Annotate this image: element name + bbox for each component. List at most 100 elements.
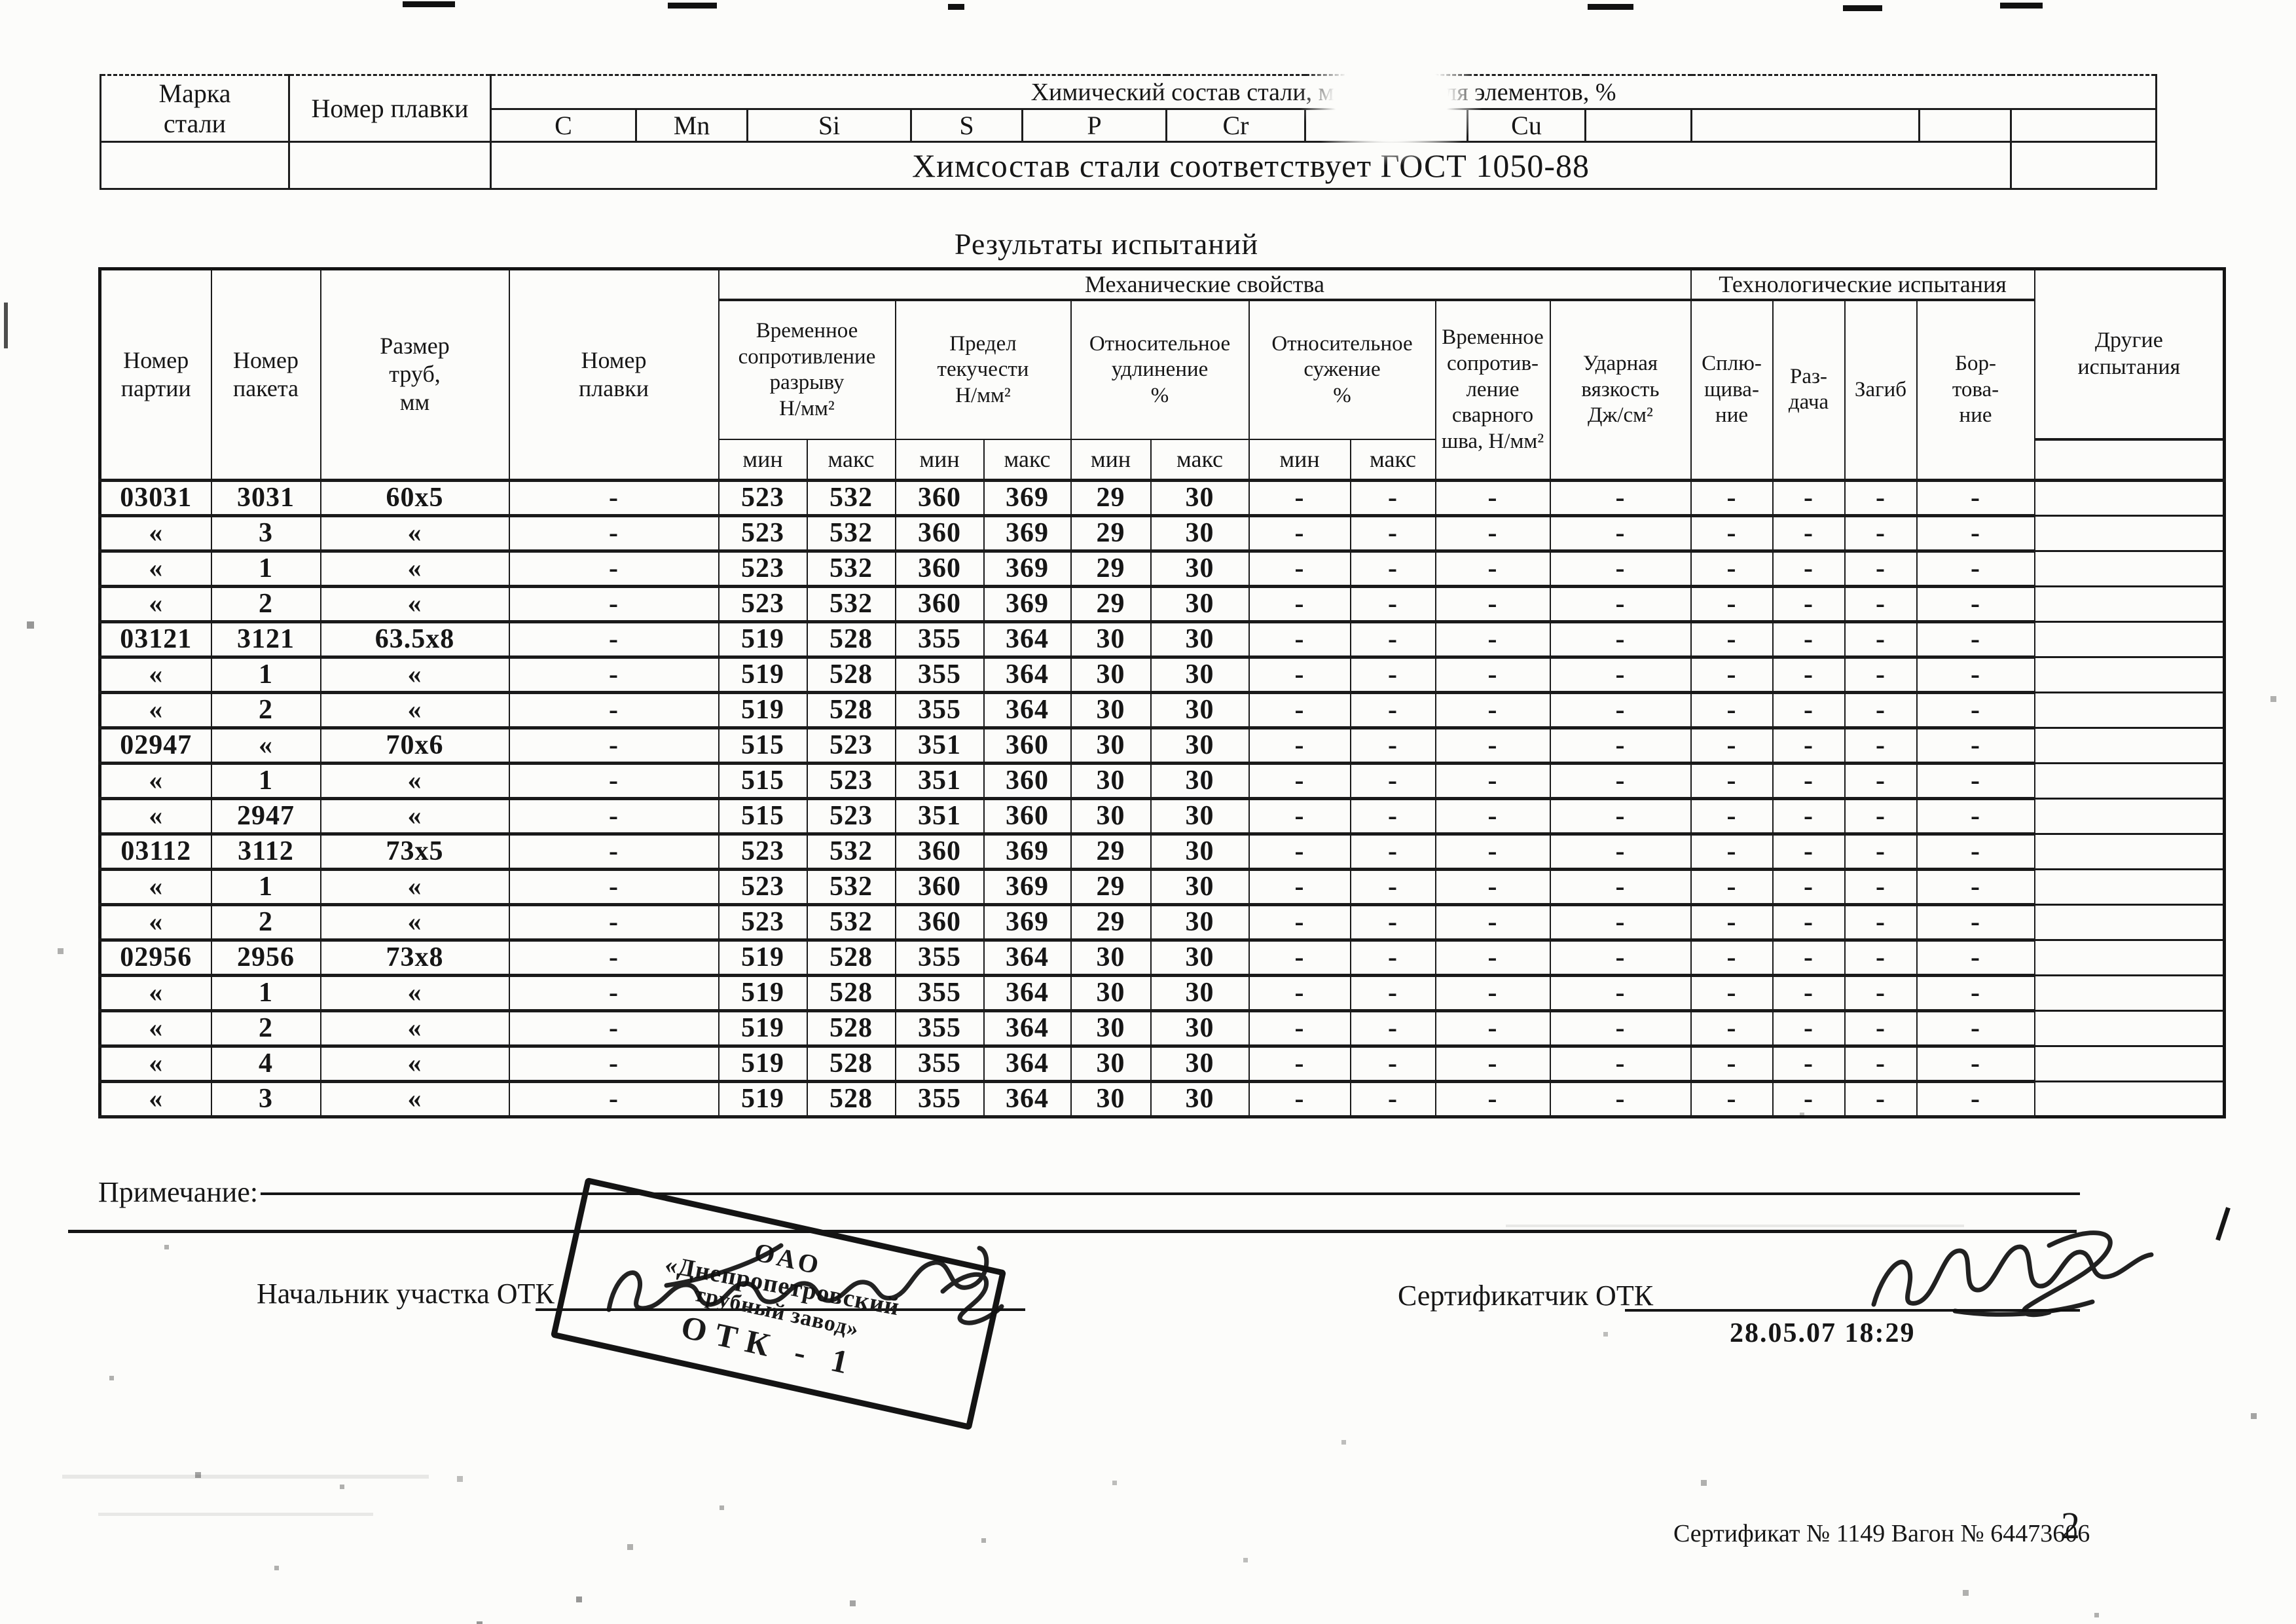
element-S: S: [910, 108, 1023, 143]
result-cell: 30: [1070, 726, 1152, 765]
empty-subheader: [2033, 439, 2225, 482]
result-cell: 02956: [99, 938, 212, 977]
result-cell: -: [1916, 690, 2035, 729]
result-cell: -: [1916, 619, 2035, 659]
result-cell: 364: [983, 1079, 1072, 1118]
result-cell: -: [1349, 938, 1436, 977]
result-cell: -: [1844, 1079, 1918, 1118]
result-cell: -: [1248, 513, 1351, 553]
result-cell: -: [1916, 726, 2035, 765]
result-cell: -: [1549, 938, 1692, 977]
result-cell: «: [99, 973, 212, 1012]
result-cell: «: [319, 513, 510, 553]
result-cell: -: [1772, 726, 1846, 765]
result-cell: 30: [1070, 655, 1152, 694]
result-cell: -: [1916, 761, 2035, 800]
result-cell: -: [1349, 549, 1436, 588]
result-cell: 03112: [99, 832, 212, 871]
result-cell: -: [1549, 902, 1692, 942]
result-cell: 2947: [210, 796, 321, 836]
result-cell: -: [508, 726, 720, 765]
result-cell: -: [1690, 761, 1774, 800]
result-cell: 369: [983, 902, 1072, 942]
scan-artifact: [948, 4, 964, 10]
result-cell: «: [319, 796, 510, 836]
result-cell: 2: [210, 902, 321, 942]
col-yield-header: Предел текучести Н/мм²: [894, 299, 1072, 441]
result-cell: -: [1349, 761, 1436, 800]
result-cell: 1: [210, 549, 321, 588]
result-cell: -: [1434, 478, 1551, 517]
result-cell: 523: [718, 513, 808, 553]
result-cell: -: [1248, 619, 1351, 659]
result-cell: «: [99, 902, 212, 942]
min-header: мин: [1248, 439, 1351, 482]
result-cell: 519: [718, 655, 808, 694]
result-cell: 364: [983, 690, 1072, 729]
table-row: «1 «-519 528 355 364 30 30- - - - - - - -: [99, 973, 2225, 1012]
result-cell: -: [1690, 867, 1774, 906]
result-cell: «: [99, 690, 212, 729]
result-cell: 360: [894, 513, 985, 553]
signature-date: 28.05.07 18:29: [1730, 1318, 1916, 1348]
scan-artifact: [403, 1, 455, 7]
table-row: 03121 3121 63.5x8-519 528 355 364 30 30- - - - - - - -: [99, 619, 2225, 659]
result-cell: -: [1772, 761, 1846, 800]
table-row: «1 «-523 532 360 369 29 30- - - - - - - -: [99, 549, 2225, 588]
result-cell: -: [1772, 478, 1846, 517]
result-cell: 369: [983, 867, 1072, 906]
result-cell: «: [99, 513, 212, 553]
result-cell: -: [1434, 584, 1551, 623]
result-cell: 2: [210, 1008, 321, 1048]
element-blank: [1584, 108, 1692, 143]
table-row: «1 «-519 528 355 364 30 30- - - - - - - -: [99, 655, 2225, 694]
result-cell: 30: [1070, 761, 1152, 800]
result-cell: -: [1434, 938, 1551, 977]
result-cell: 2956: [210, 938, 321, 977]
result-cell: 364: [983, 1044, 1072, 1083]
result-cell: -: [508, 513, 720, 553]
min-header: мин: [718, 439, 808, 482]
result-cell: -: [1772, 796, 1846, 836]
result-cell: 351: [894, 726, 985, 765]
result-cell: 355: [894, 619, 985, 659]
result-cell: -: [1549, 584, 1692, 623]
result-cell: -: [1916, 655, 2035, 694]
col-flattening-header: Сплю- щива- ние: [1690, 299, 1774, 481]
col-weld-strength-header: Временное сопротив- ление сварного шва, …: [1434, 299, 1551, 481]
result-cell: 532: [806, 832, 896, 871]
result-cell: «: [99, 1008, 212, 1048]
result-cell: 3: [210, 513, 321, 553]
result-cell: 02947: [99, 726, 212, 765]
result-cell: 351: [894, 796, 985, 836]
result-cell: -: [1844, 761, 1918, 800]
result-cell: -: [1248, 867, 1351, 906]
result-cell: 515: [718, 726, 808, 765]
result-cell: -: [1434, 513, 1551, 553]
result-cell: 73x8: [319, 938, 510, 977]
result-cell: 364: [983, 619, 1072, 659]
result-cell: 355: [894, 1079, 985, 1118]
result-cell: -: [1690, 584, 1774, 623]
result-cell: -: [1549, 619, 1692, 659]
result-cell: [2033, 655, 2225, 693]
scan-artifact: [1506, 1225, 1964, 1227]
result-cell: 29: [1070, 584, 1152, 623]
result-cell: [2033, 620, 2225, 658]
result-cell: 515: [718, 761, 808, 800]
result-cell: 3121: [210, 619, 321, 659]
result-cell: -: [508, 1079, 720, 1118]
result-cell: -: [508, 478, 720, 517]
result-cell: -: [1772, 1079, 1846, 1118]
col-packet-header: Номер пакета: [210, 268, 321, 482]
result-cell: -: [508, 1044, 720, 1083]
result-cell: 532: [806, 902, 896, 942]
result-cell: [2033, 762, 2225, 800]
result-cell: -: [1844, 584, 1918, 623]
result-cell: -: [508, 796, 720, 836]
table-row: «3 «-523 532 360 369 29 30- - - - - - - -: [99, 513, 2225, 553]
element-P: P: [1021, 108, 1167, 143]
result-cell: 523: [718, 584, 808, 623]
result-cell: -: [1690, 1008, 1774, 1048]
result-cell: -: [1772, 1044, 1846, 1083]
